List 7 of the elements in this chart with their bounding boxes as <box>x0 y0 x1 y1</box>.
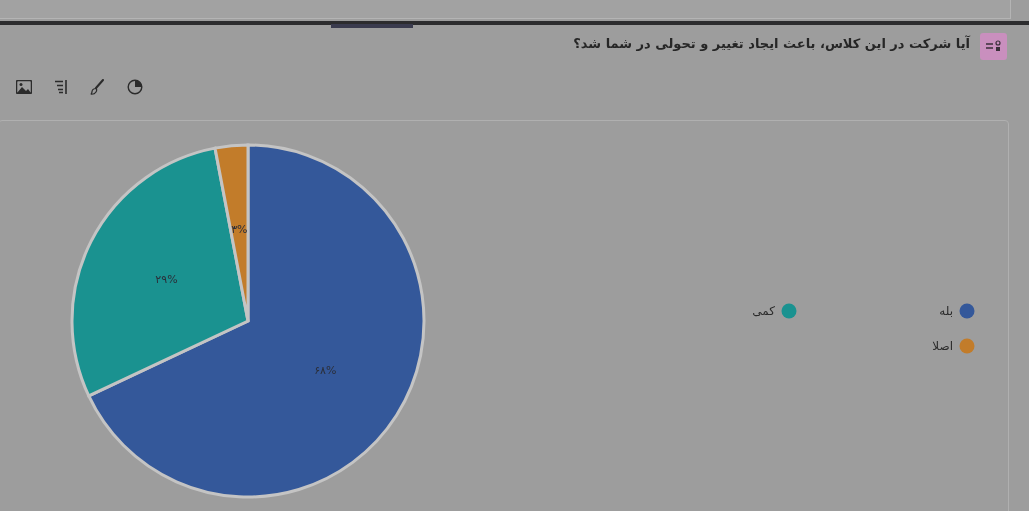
data-label: ۳% <box>231 223 248 237</box>
legend-label: اصلا <box>932 338 953 353</box>
data-label: ۶۸% <box>314 363 337 377</box>
data-label: ۲۹% <box>155 272 178 286</box>
chart-title: آیا شرکت در این کلاس، باعث ایجاد تغییر و تحولی در شما شد؟ <box>573 36 970 51</box>
legend-label: کمی <box>752 303 775 318</box>
legend-label: بله <box>939 303 953 318</box>
